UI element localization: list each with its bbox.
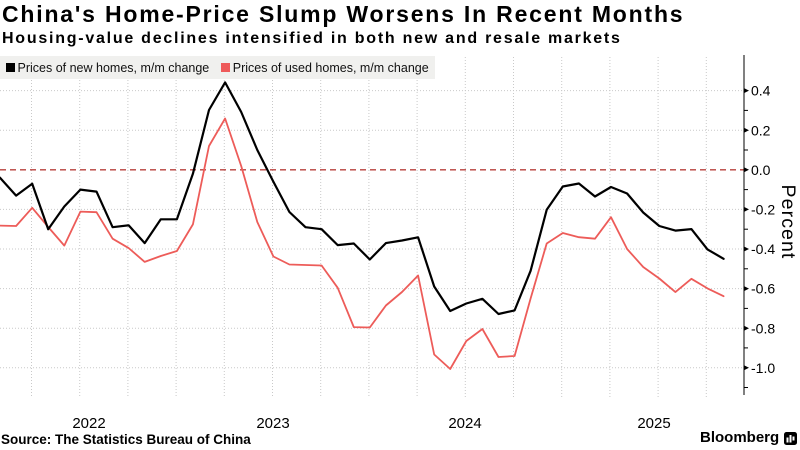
svg-text:0.2: 0.2 <box>751 122 771 138</box>
svg-text:-0.8: -0.8 <box>751 320 775 336</box>
svg-text:2022: 2022 <box>72 415 105 432</box>
svg-text:-0.2: -0.2 <box>751 202 775 218</box>
svg-text:Percent: Percent <box>777 185 799 260</box>
svg-text:2025: 2025 <box>637 415 670 432</box>
svg-text:-0.6: -0.6 <box>751 281 775 297</box>
svg-text:-0.4: -0.4 <box>751 241 775 257</box>
svg-text:0.4: 0.4 <box>751 83 771 99</box>
svg-text:2023: 2023 <box>256 415 289 432</box>
svg-text:2024: 2024 <box>448 415 481 432</box>
svg-text:0.0: 0.0 <box>751 162 771 178</box>
svg-text:-1.0: -1.0 <box>751 360 775 376</box>
